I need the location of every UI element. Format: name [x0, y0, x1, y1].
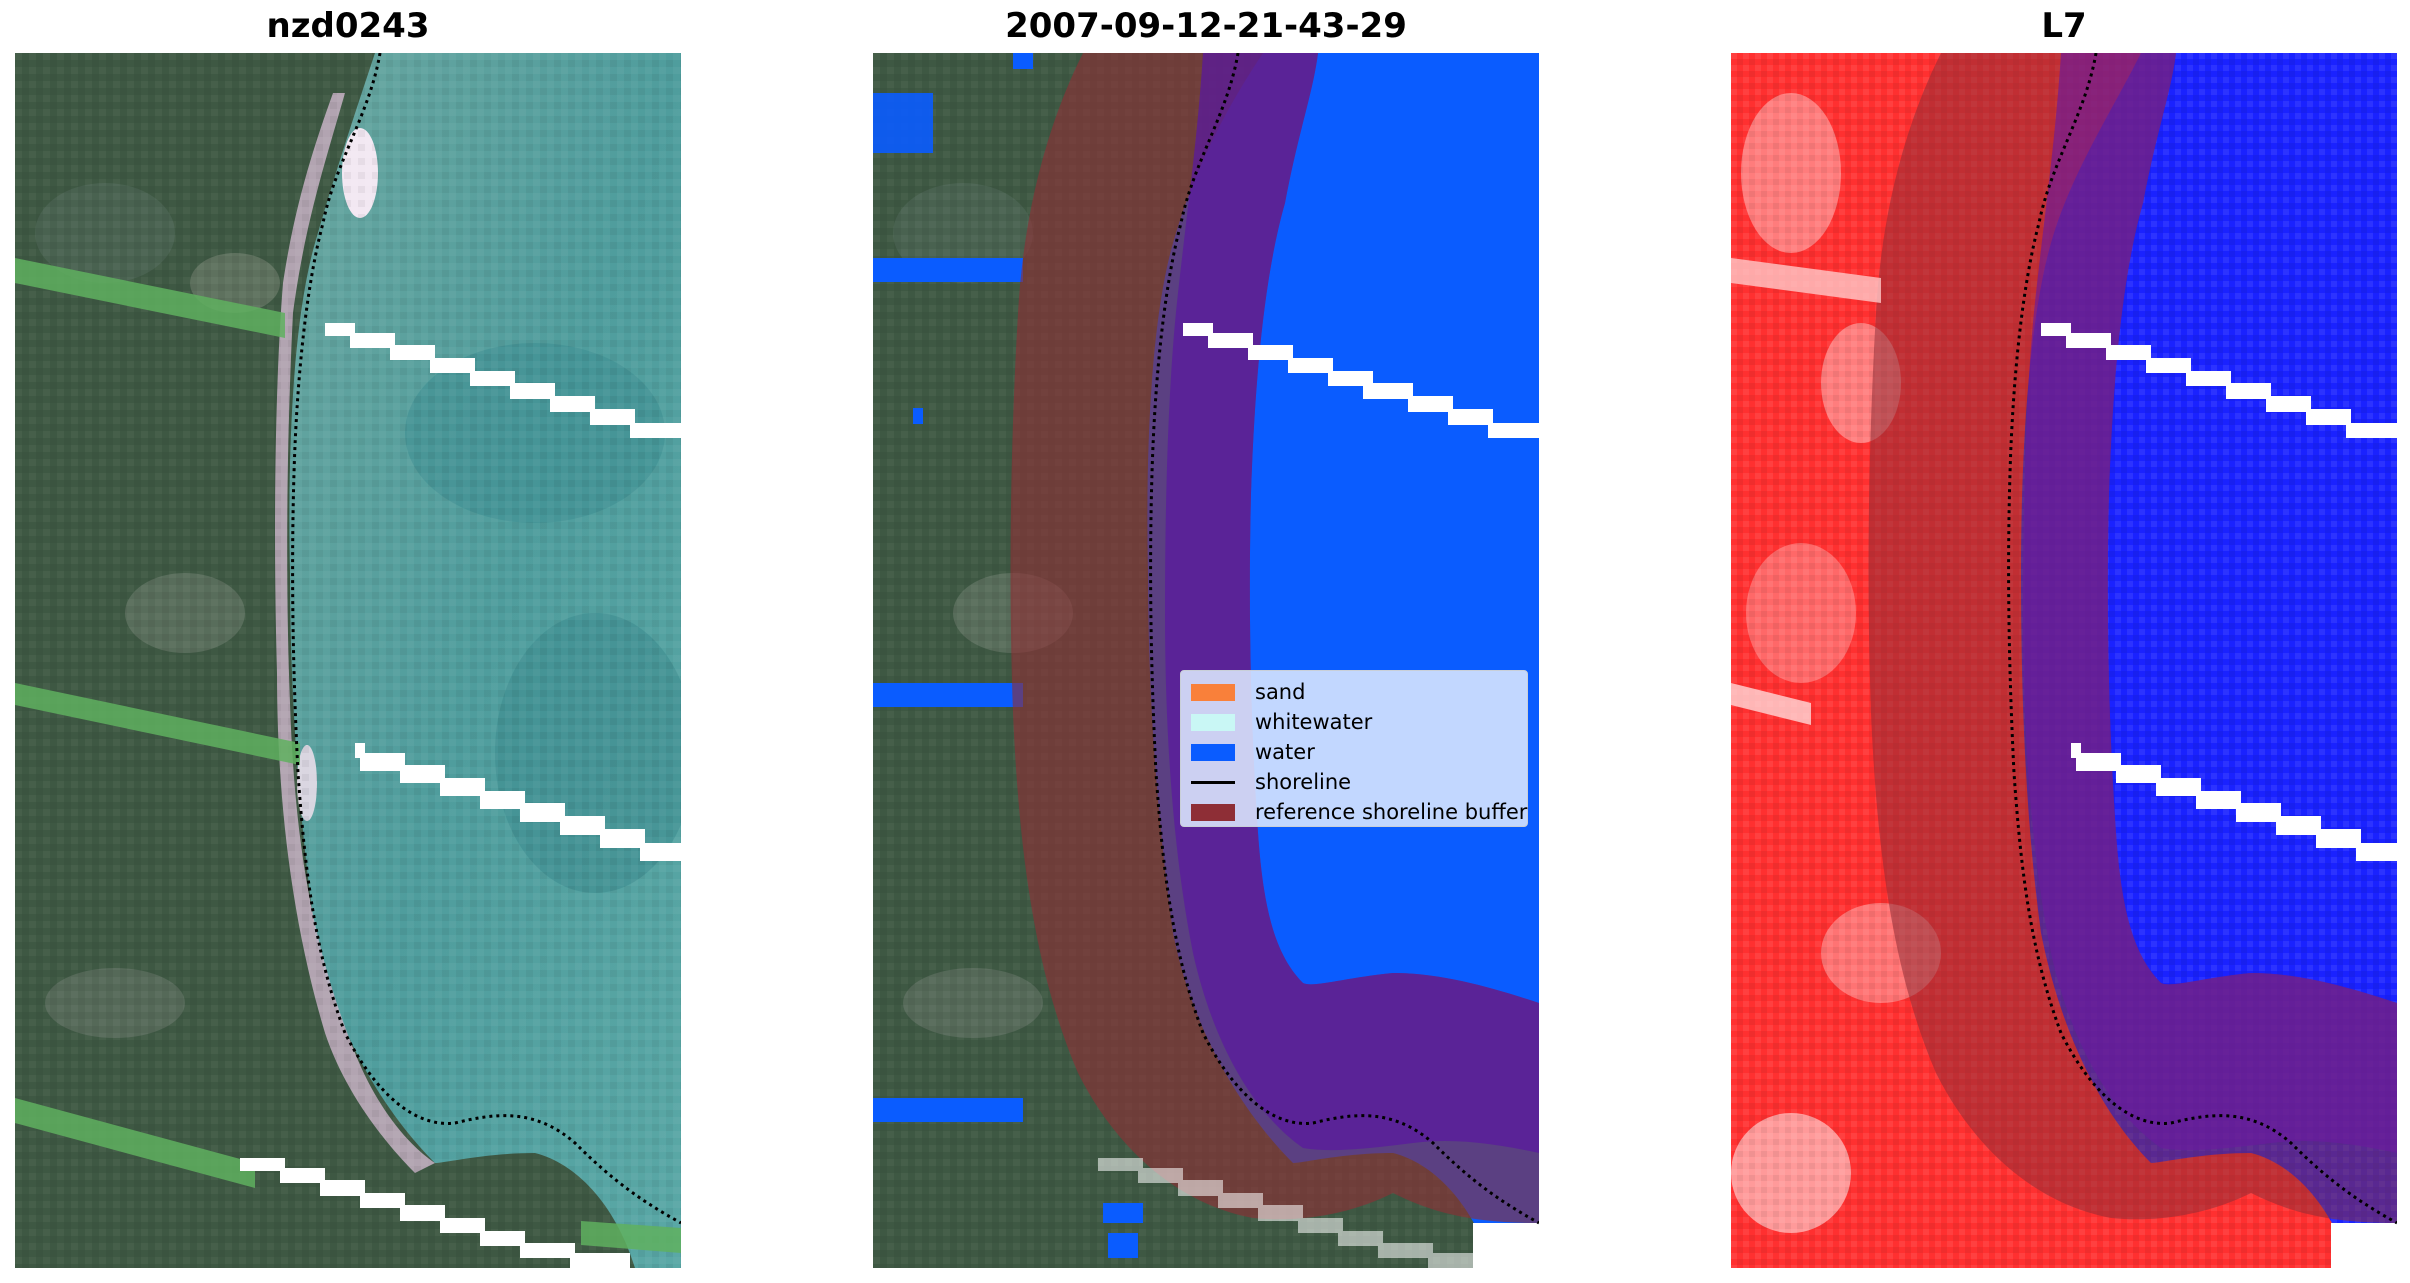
rgb-satellite-image: [15, 53, 681, 1268]
legend-item-buffer: reference shoreline buffer: [1191, 797, 1527, 827]
legend-label-whitewater: whitewater: [1255, 710, 1373, 734]
panel-title-index: L7: [2041, 6, 2087, 46]
legend-swatch-whitewater: [1191, 713, 1235, 731]
legend-item-whitewater: whitewater: [1191, 707, 1517, 737]
legend-swatch-buffer: [1191, 803, 1235, 821]
panel-title-classified: 2007-09-12-21-43-29: [1005, 6, 1407, 46]
legend-item-water: water: [1191, 737, 1517, 767]
legend-line-shoreline: [1191, 780, 1235, 784]
legend-label-buffer: reference shoreline buffer: [1255, 800, 1528, 824]
legend: sand whitewater water shoreline referenc…: [1180, 670, 1528, 827]
legend-item-sand: sand: [1191, 677, 1517, 707]
classified-image: [873, 53, 1539, 1268]
legend-swatch-water: [1191, 743, 1235, 761]
legend-label-shoreline: shoreline: [1255, 770, 1352, 794]
legend-label-sand: sand: [1255, 680, 1306, 704]
panel-title-rgb: nzd0243: [266, 6, 430, 46]
legend-label-water: water: [1255, 740, 1315, 764]
index-image: [1731, 53, 2397, 1268]
legend-swatch-sand: [1191, 683, 1235, 701]
legend-item-shoreline: shoreline: [1191, 767, 1517, 797]
